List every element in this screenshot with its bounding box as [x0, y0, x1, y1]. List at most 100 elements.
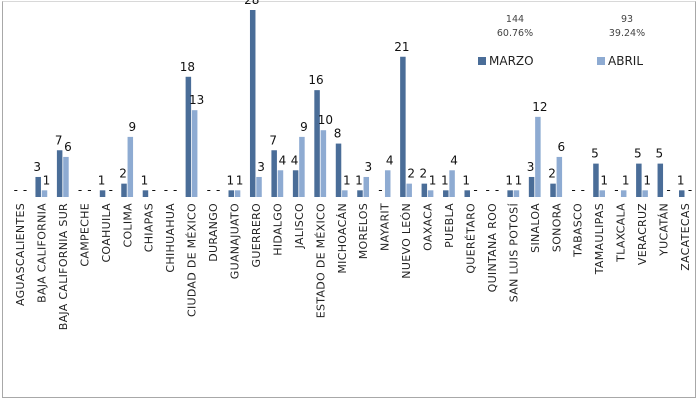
category-label: ZACATECAS [679, 203, 692, 271]
category-label: OAXACA [422, 203, 435, 251]
marzo-percent: 60.76% [497, 28, 533, 39]
data-label-marzo: 5 [655, 147, 663, 161]
data-label-abril: - [173, 183, 177, 197]
bar-abril [599, 190, 605, 197]
bar-marzo [507, 190, 513, 197]
data-label-abril: 1 [343, 173, 351, 187]
bar-abril [127, 136, 134, 197]
category-label: AGUASCALIENTES [14, 203, 27, 306]
data-label-marzo: 7 [269, 133, 277, 147]
category-label: CHIAPAS [143, 203, 156, 252]
data-label-marzo: 1 [355, 173, 363, 187]
data-label-abril: 3 [257, 160, 265, 174]
data-label-marzo: - [14, 183, 18, 197]
data-label-abril: - [688, 183, 692, 197]
category-label: COLIMA [121, 203, 134, 248]
data-label-marzo: 2 [548, 167, 556, 181]
data-label-abril: 9 [128, 120, 136, 134]
bar-abril [277, 170, 284, 197]
data-label-marzo: 2 [119, 167, 127, 181]
data-label-marzo: 16 [308, 73, 323, 87]
data-label-abril: - [87, 183, 91, 197]
data-label-marzo: 7 [55, 133, 63, 147]
bar-marzo [636, 163, 642, 197]
category-label: CAMPECHE [78, 203, 91, 267]
bar-abril [320, 130, 327, 197]
category-label: DURANGO [207, 203, 220, 262]
data-label-marzo: 8 [334, 127, 342, 141]
category-label: JALISCO [293, 203, 306, 249]
data-label-marzo: 1 [141, 173, 149, 187]
bar-abril [41, 190, 48, 197]
category-label: GUERRERO [250, 203, 263, 268]
data-label-marzo: 4 [291, 153, 299, 167]
category-label: SONORA [550, 203, 563, 252]
bar-marzo [56, 150, 63, 197]
abril-percent: 39.24% [609, 28, 645, 39]
bar-abril [620, 190, 627, 197]
category-label: TABASCO [572, 203, 585, 258]
data-label-marzo: 28 [244, 0, 259, 7]
bar-abril [191, 110, 198, 197]
bar-marzo [228, 190, 235, 197]
bar-abril [513, 190, 520, 197]
data-label-abril: 1 [622, 173, 630, 187]
data-label-marzo: 5 [591, 147, 599, 161]
data-label-abril: 4 [386, 153, 394, 167]
bar-abril [449, 170, 455, 197]
bar-abril [342, 190, 348, 197]
legend-label-abril: ABRIL [608, 54, 643, 68]
category-label: SINALOA [529, 203, 542, 253]
abril-total: 93 [621, 14, 633, 25]
category-label: GUANAJUATO [229, 203, 242, 279]
data-label-abril: 1 [236, 173, 244, 187]
bar-marzo [464, 190, 470, 197]
category-label: ESTADO DE MÉXICO [314, 203, 327, 318]
bar-marzo [421, 183, 428, 197]
bar-abril [556, 156, 563, 197]
category-label: MICHOACÁN [336, 203, 349, 274]
bar-marzo [142, 190, 149, 197]
data-label-abril: 10 [318, 113, 333, 127]
bar-abril [234, 190, 241, 197]
data-label-abril: 3 [364, 160, 372, 174]
category-label: NUEVO LEÓN [400, 203, 413, 279]
data-label-abril: - [666, 183, 670, 197]
data-label-abril: - [495, 183, 499, 197]
data-label-marzo: 1 [462, 173, 470, 187]
data-label-abril: - [23, 183, 27, 197]
bar-abril [299, 136, 305, 197]
bar-abril [427, 190, 434, 197]
data-label-abril: 2 [407, 167, 415, 181]
category-label: CIUDAD DE MÉXICO [186, 203, 199, 317]
data-label-abril: - [216, 183, 220, 197]
legend: 144 60.76% MARZO 93 39.24% ABRIL [478, 14, 645, 68]
data-label-marzo: - [78, 183, 82, 197]
bar-marzo [335, 143, 342, 197]
data-label-abril: - [473, 183, 477, 197]
category-label: CHIHUAHUA [164, 203, 177, 273]
data-label-marzo: 1 [98, 173, 106, 187]
data-label-marzo: - [207, 183, 211, 197]
bar-marzo [357, 190, 363, 197]
bar-marzo [271, 150, 277, 197]
category-label: TAMAULIPAS [593, 203, 606, 275]
data-label-marzo: 21 [394, 40, 409, 54]
data-label-abril: 6 [558, 140, 566, 154]
bar-abril [363, 176, 370, 197]
bar-marzo [292, 170, 299, 197]
category-label: QUINTANA ROO [486, 203, 499, 292]
category-label: MORELOS [357, 203, 370, 259]
category-label: BAJA CALIFORNIA [35, 203, 48, 303]
bar-abril [535, 116, 541, 197]
data-label-marzo: - [486, 183, 490, 197]
bar-marzo [443, 190, 449, 197]
bar-marzo [99, 190, 106, 197]
data-label-marzo: 3 [527, 160, 535, 174]
data-label-abril: 1 [515, 173, 523, 187]
bar-abril [406, 183, 412, 197]
data-label-abril: 1 [600, 173, 608, 187]
category-label: HIDALGO [271, 203, 284, 256]
marzo-total: 144 [506, 14, 524, 25]
